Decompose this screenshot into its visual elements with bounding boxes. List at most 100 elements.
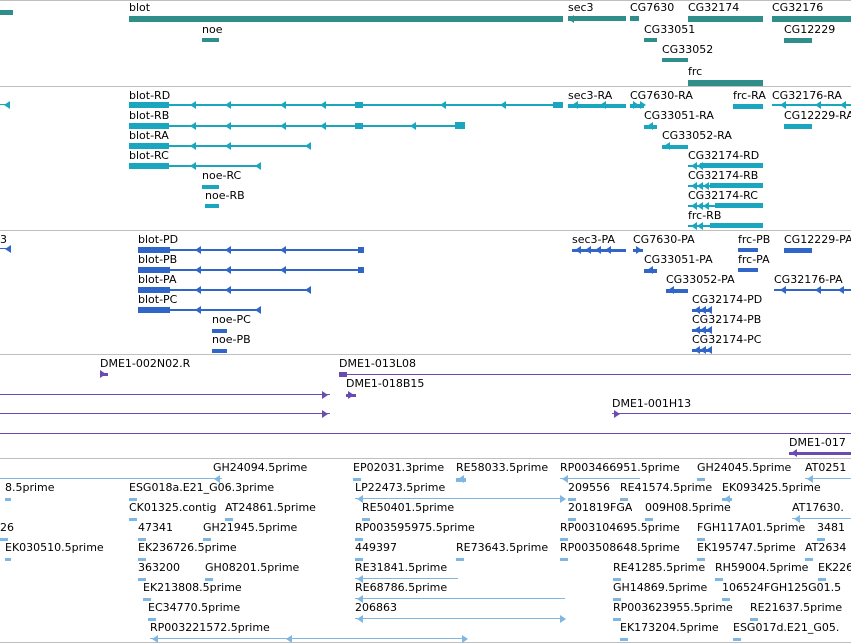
est-reads-feature-label[interactable]: RE41574.5prime (620, 482, 713, 494)
est-reads-feature[interactable] (697, 478, 705, 481)
transcripts-feature-label[interactable]: CG32174-RC (688, 190, 758, 202)
proteins-feature-label[interactable]: blot-PD (138, 234, 179, 246)
transcripts-feature-label[interactable]: blot-RD (129, 90, 171, 102)
est-reads-feature-label[interactable]: RE68786.5prime (355, 582, 448, 594)
bac-clones-feature[interactable] (0, 433, 851, 434)
est-reads-feature-label[interactable]: GH24045.5prime (697, 462, 792, 474)
est-reads-feature-label[interactable]: RE58033.5prime (456, 462, 549, 474)
transcripts-feature[interactable] (129, 125, 465, 127)
transcripts-exon[interactable] (710, 183, 763, 188)
est-reads-feature[interactable] (792, 518, 851, 519)
est-reads-feature[interactable] (805, 478, 851, 479)
est-reads-feature[interactable] (148, 618, 156, 621)
est-reads-feature[interactable] (560, 558, 568, 561)
bac-clones-feature-label[interactable]: DME1-018B15 (346, 378, 425, 390)
transcripts-feature-label[interactable]: CG32176-RA (772, 90, 842, 102)
est-reads-feature-label[interactable]: 26 (0, 522, 14, 534)
est-reads-feature-label[interactable]: 009H08.5prime (645, 502, 731, 514)
transcripts-exon[interactable] (355, 102, 363, 108)
est-reads-feature-label[interactable]: AT2634 (805, 542, 847, 554)
bac-clones-feature[interactable] (0, 413, 330, 414)
est-reads-feature-label[interactable]: RE50401.5prime (362, 502, 455, 514)
est-reads-feature[interactable] (613, 598, 621, 601)
est-reads-feature[interactable] (355, 598, 565, 599)
est-reads-feature-label[interactable]: EK226 (818, 562, 851, 574)
est-reads-feature-label[interactable]: CK01325.contig (129, 502, 217, 514)
est-reads-feature-label[interactable]: GH21945.5prime (203, 522, 298, 534)
est-reads-feature-label[interactable]: EP02031.3prime (353, 462, 445, 474)
bac-clones-feature-label[interactable]: DME1-002N02.R (100, 358, 191, 370)
est-reads-feature-label[interactable]: 47341 (138, 522, 173, 534)
est-reads-feature[interactable] (0, 478, 222, 479)
transcripts-exon[interactable] (355, 123, 363, 129)
transcripts-feature-label[interactable]: CG33052-RA (662, 130, 732, 142)
est-reads-feature[interactable] (560, 478, 640, 479)
est-reads-feature[interactable] (645, 518, 653, 521)
est-reads-feature[interactable] (203, 538, 211, 541)
est-reads-feature-label[interactable]: GH24094.5prime (213, 462, 308, 474)
genes-feature[interactable] (688, 80, 763, 86)
est-reads-feature-label[interactable]: EC34770.5prime (148, 602, 241, 614)
transcripts-feature-label[interactable]: CG32174-RB (688, 170, 759, 182)
est-reads-feature-label[interactable]: 206863 (355, 602, 397, 614)
est-reads-feature[interactable] (5, 558, 11, 561)
bac-clones-feature[interactable] (612, 413, 851, 414)
genes-feature[interactable] (772, 16, 851, 22)
bac-clones-feature[interactable] (789, 452, 851, 455)
est-reads-feature-label[interactable]: EK173204.5prime (620, 622, 719, 634)
est-reads-feature[interactable] (138, 538, 146, 541)
proteins-feature[interactable] (138, 289, 310, 291)
transcripts-feature[interactable] (772, 104, 851, 106)
est-reads-feature-label[interactable]: 106524FGH125G01.5 (722, 582, 842, 594)
genes-feature-label[interactable]: CG7630 (630, 2, 675, 14)
est-reads-feature[interactable] (143, 598, 151, 601)
est-reads-feature-label[interactable]: RP003623955.5prime (613, 602, 733, 614)
est-reads-feature-label[interactable]: RE41285.5prime (613, 562, 706, 574)
proteins-feature[interactable] (784, 248, 812, 253)
proteins-feature-label[interactable]: CG32174-PC (692, 334, 762, 346)
transcripts-exon[interactable] (129, 123, 169, 129)
proteins-feature-label[interactable]: noe-PC (212, 314, 251, 326)
transcripts-feature-label[interactable]: noe-RB (205, 190, 245, 202)
est-reads-feature[interactable] (697, 558, 705, 561)
transcripts-exon[interactable] (129, 163, 169, 169)
est-reads-feature[interactable] (138, 578, 146, 581)
transcripts-feature[interactable] (662, 145, 688, 149)
transcripts-feature-label[interactable]: frc-RA (733, 90, 766, 102)
est-reads-feature[interactable] (129, 498, 137, 501)
transcripts-exon[interactable] (129, 102, 169, 108)
bac-clones-feature-label[interactable]: DME1-001H13 (612, 398, 692, 410)
proteins-feature-label[interactable]: frc-PB (738, 234, 771, 246)
est-reads-feature-label[interactable]: RE31841.5prime (355, 562, 448, 574)
est-reads-feature-label[interactable]: RE73643.5prime (456, 542, 549, 554)
est-reads-feature[interactable] (613, 618, 621, 621)
est-reads-feature-label[interactable]: ESG018a.E21_G06.3prime (129, 482, 275, 494)
est-reads-feature[interactable] (620, 498, 628, 501)
est-reads-feature-label[interactable]: AT24861.5prime (225, 502, 316, 514)
proteins-feature-label[interactable]: CG12229-PA (784, 234, 851, 246)
proteins-feature-label[interactable]: sec3-PA (572, 234, 615, 246)
proteins-feature[interactable] (138, 269, 364, 271)
est-reads-feature-label[interactable]: RP003466951.5prime (560, 462, 680, 474)
proteins-feature-label[interactable]: blot-PA (138, 274, 177, 286)
transcripts-exon[interactable] (710, 223, 763, 228)
transcripts-feature-label[interactable]: blot-RB (129, 110, 170, 122)
est-reads-feature-label[interactable]: EK213808.5prime (143, 582, 242, 594)
est-reads-feature[interactable] (355, 618, 565, 619)
est-reads-feature[interactable] (560, 538, 568, 541)
genes-feature[interactable] (644, 38, 657, 42)
proteins-feature-label[interactable]: CG32174-PB (692, 314, 762, 326)
proteins-feature-label[interactable]: CG33051-PA (644, 254, 713, 266)
transcripts-exon[interactable] (700, 163, 763, 168)
proteins-feature[interactable] (212, 329, 227, 333)
est-reads-feature[interactable] (355, 538, 363, 541)
est-reads-feature[interactable] (568, 498, 576, 501)
transcripts-feature-label[interactable]: CG33051-RA (644, 110, 714, 122)
genes-feature[interactable] (630, 16, 639, 21)
genes-feature[interactable] (784, 38, 812, 43)
genes-feature[interactable] (662, 58, 688, 62)
est-reads-feature[interactable] (225, 518, 233, 521)
est-reads-feature[interactable] (722, 598, 730, 601)
transcripts-feature[interactable] (205, 204, 219, 208)
transcripts-feature-label[interactable]: blot-RC (129, 150, 169, 162)
